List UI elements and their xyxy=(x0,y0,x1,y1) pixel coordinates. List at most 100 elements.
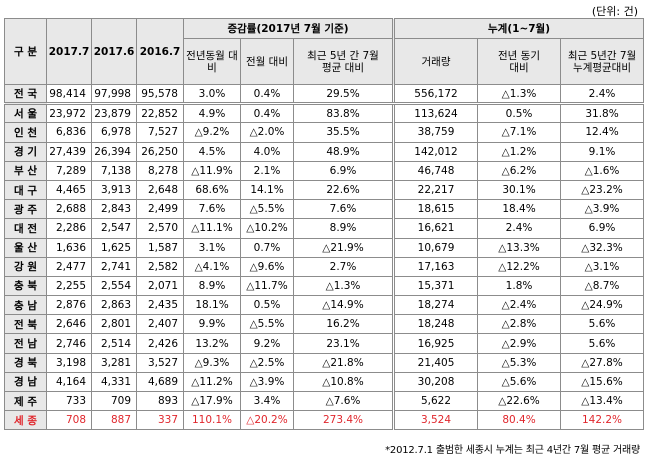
yoy-change-cell: △11.1% xyxy=(183,218,241,239)
table-row: 울 산 1,636 1,625 1,587 3.1% 0.7% △21.9% 10,679 △1… xyxy=(4,237,645,258)
mom-change-cell: 0.4% xyxy=(240,103,294,124)
yoy-change-cell: 4.9% xyxy=(183,103,241,124)
yoy-change-cell: △9.2% xyxy=(183,122,241,143)
cumulative-avg5-cell: 9.1% xyxy=(560,141,645,162)
yoy-change-cell: △4.1% xyxy=(183,256,241,277)
cumulative-volume-cell: 3,524 xyxy=(392,410,479,431)
table-row: 인 천 6,836 6,978 7,527 △9.2% △2.0% 35.5% 38,759 △… xyxy=(4,122,645,143)
cumulative-yoy-cell: △1.2% xyxy=(477,141,562,162)
cumulative-yoy-cell: △13.3% xyxy=(477,237,562,258)
cumulative-yoy-cell: △2.8% xyxy=(477,314,562,335)
yoy-change-cell: △9.3% xyxy=(183,352,241,373)
value-2016-7-cell: 8,278 xyxy=(136,160,184,181)
table-row: 서 울 23,972 23,879 22,852 4.9% 0.4% 83.8% 113,62… xyxy=(4,103,645,124)
mom-change-cell: △5.5% xyxy=(240,199,294,220)
cumulative-yoy-cell: 30.1% xyxy=(477,179,562,201)
cumulative-volume-cell: 18,274 xyxy=(392,295,479,316)
value-2017-7-cell: 3,198 xyxy=(46,352,92,373)
mom-change-cell: 0.4% xyxy=(240,83,294,106)
mom-change-cell: △9.6% xyxy=(240,256,294,277)
mom-change-cell: △3.9% xyxy=(240,371,294,393)
header-cumulative-group: 누계(1~7월) xyxy=(392,18,645,39)
value-2017-6-cell: 2,514 xyxy=(91,333,137,354)
header-avg5: 최근 5년 간 7월 평균 대비 xyxy=(292,38,395,85)
region-cell: 서 울 xyxy=(4,103,47,124)
value-2017-7-cell: 1,636 xyxy=(46,237,92,258)
table-row: 경 기 27,439 26,394 26,250 4.5% 4.0% 48.9% 142,01… xyxy=(4,141,645,162)
avg5-change-cell: 83.8% xyxy=(292,103,395,124)
table-row: 충 북 2,255 2,554 2,071 8.9% △11.7% △1.3% 15,371 1… xyxy=(4,275,645,297)
table-row: 충 남 2,876 2,863 2,435 18.1% 0.5% △14.9% 18,274 △… xyxy=(4,295,645,316)
value-2017-6-cell: 1,625 xyxy=(91,237,137,258)
region-cell: 전 국 xyxy=(4,83,47,106)
mom-change-cell: △10.2% xyxy=(240,218,294,239)
avg5-change-cell: 8.9% xyxy=(292,218,395,239)
value-2016-7-cell: 3,527 xyxy=(136,352,184,373)
region-cell: 충 북 xyxy=(4,275,47,297)
value-2017-7-cell: 733 xyxy=(46,390,92,412)
header-month-2017-6: 2017.6 xyxy=(91,18,137,85)
value-2017-6-cell: 887 xyxy=(91,410,137,431)
avg5-change-cell: △14.9% xyxy=(292,295,395,316)
value-2016-7-cell: 337 xyxy=(136,410,184,431)
cumulative-yoy-cell: 80.4% xyxy=(477,410,562,431)
cumulative-volume-cell: 556,172 xyxy=(392,83,479,106)
yoy-change-cell: 4.5% xyxy=(183,141,241,162)
header-region: 구 분 xyxy=(4,18,47,85)
region-cell: 경 기 xyxy=(4,141,47,162)
value-2016-7-cell: 2,435 xyxy=(136,295,184,316)
value-2017-7-cell: 2,255 xyxy=(46,275,92,297)
avg5-change-cell: △10.8% xyxy=(292,371,395,393)
mom-change-cell: 0.5% xyxy=(240,295,294,316)
cumulative-yoy-cell: 0.5% xyxy=(477,103,562,124)
region-cell: 경 북 xyxy=(4,352,47,373)
table-row: 경 북 3,198 3,281 3,527 △9.3% △2.5% △21.8% 21,405… xyxy=(4,352,645,373)
cumulative-avg5-cell: 5.6% xyxy=(560,314,645,335)
value-2017-7-cell: 7,289 xyxy=(46,160,92,181)
cumulative-yoy-cell: △7.1% xyxy=(477,122,562,143)
cumulative-avg5-cell: 142.2% xyxy=(560,410,645,431)
cumulative-yoy-cell: 1.8% xyxy=(477,275,562,297)
region-cell: 울 산 xyxy=(4,237,47,258)
cumulative-volume-cell: 16,621 xyxy=(392,218,479,239)
value-2016-7-cell: 95,578 xyxy=(136,83,184,106)
cumulative-volume-cell: 30,208 xyxy=(392,371,479,393)
avg5-change-cell: 48.9% xyxy=(292,141,395,162)
cumulative-avg5-cell: △13.4% xyxy=(560,390,645,412)
cumulative-avg5-cell: △32.3% xyxy=(560,237,645,258)
value-2017-6-cell: 97,998 xyxy=(91,83,137,106)
mom-change-cell: △5.5% xyxy=(240,314,294,335)
cumulative-yoy-cell: 18.4% xyxy=(477,199,562,220)
cumulative-volume-cell: 38,759 xyxy=(392,122,479,143)
mom-change-cell: △2.0% xyxy=(240,122,294,143)
yoy-change-cell: △11.9% xyxy=(183,160,241,181)
header-cumulative-volume: 거래량 xyxy=(392,38,479,85)
cumulative-volume-cell: 21,405 xyxy=(392,352,479,373)
value-2017-7-cell: 2,646 xyxy=(46,314,92,335)
cumulative-avg5-cell: △1.6% xyxy=(560,160,645,181)
cumulative-avg5-cell: 2.4% xyxy=(560,83,645,106)
region-cell: 제 주 xyxy=(4,390,47,412)
value-2017-6-cell: 2,547 xyxy=(91,218,137,239)
value-2016-7-cell: 4,689 xyxy=(136,371,184,393)
region-cell: 세 종 xyxy=(4,410,47,431)
cumulative-volume-cell: 10,679 xyxy=(392,237,479,258)
table-row: 광 주 2,688 2,843 2,499 7.6% △5.5% 7.6% 18,615 18.… xyxy=(4,199,645,220)
avg5-change-cell: △1.3% xyxy=(292,275,395,297)
header-month-2017-7: 2017.7 xyxy=(46,18,92,85)
yoy-change-cell: 110.1% xyxy=(183,410,241,431)
avg5-change-cell: 2.7% xyxy=(292,256,395,277)
value-2017-6-cell: 3,281 xyxy=(91,352,137,373)
cumulative-avg5-cell: △8.7% xyxy=(560,275,645,297)
yoy-change-cell: 13.2% xyxy=(183,333,241,354)
unit-label: (단위: 건) xyxy=(591,5,638,18)
cumulative-avg5-cell: 31.8% xyxy=(560,103,645,124)
table-row: 전 국 98,414 97,998 95,578 3.0% 0.4% 29.5% 556,17… xyxy=(4,83,645,106)
avg5-change-cell: △21.8% xyxy=(292,352,395,373)
value-2017-6-cell: 2,863 xyxy=(91,295,137,316)
cumulative-volume-cell: 46,748 xyxy=(392,160,479,181)
region-cell: 인 천 xyxy=(4,122,47,143)
value-2017-7-cell: 23,972 xyxy=(46,103,92,124)
yoy-change-cell: 3.0% xyxy=(183,83,241,106)
table-row: 부 산 7,289 7,138 8,278 △11.9% 2.1% 6.9% 46,748 △6… xyxy=(4,160,645,181)
